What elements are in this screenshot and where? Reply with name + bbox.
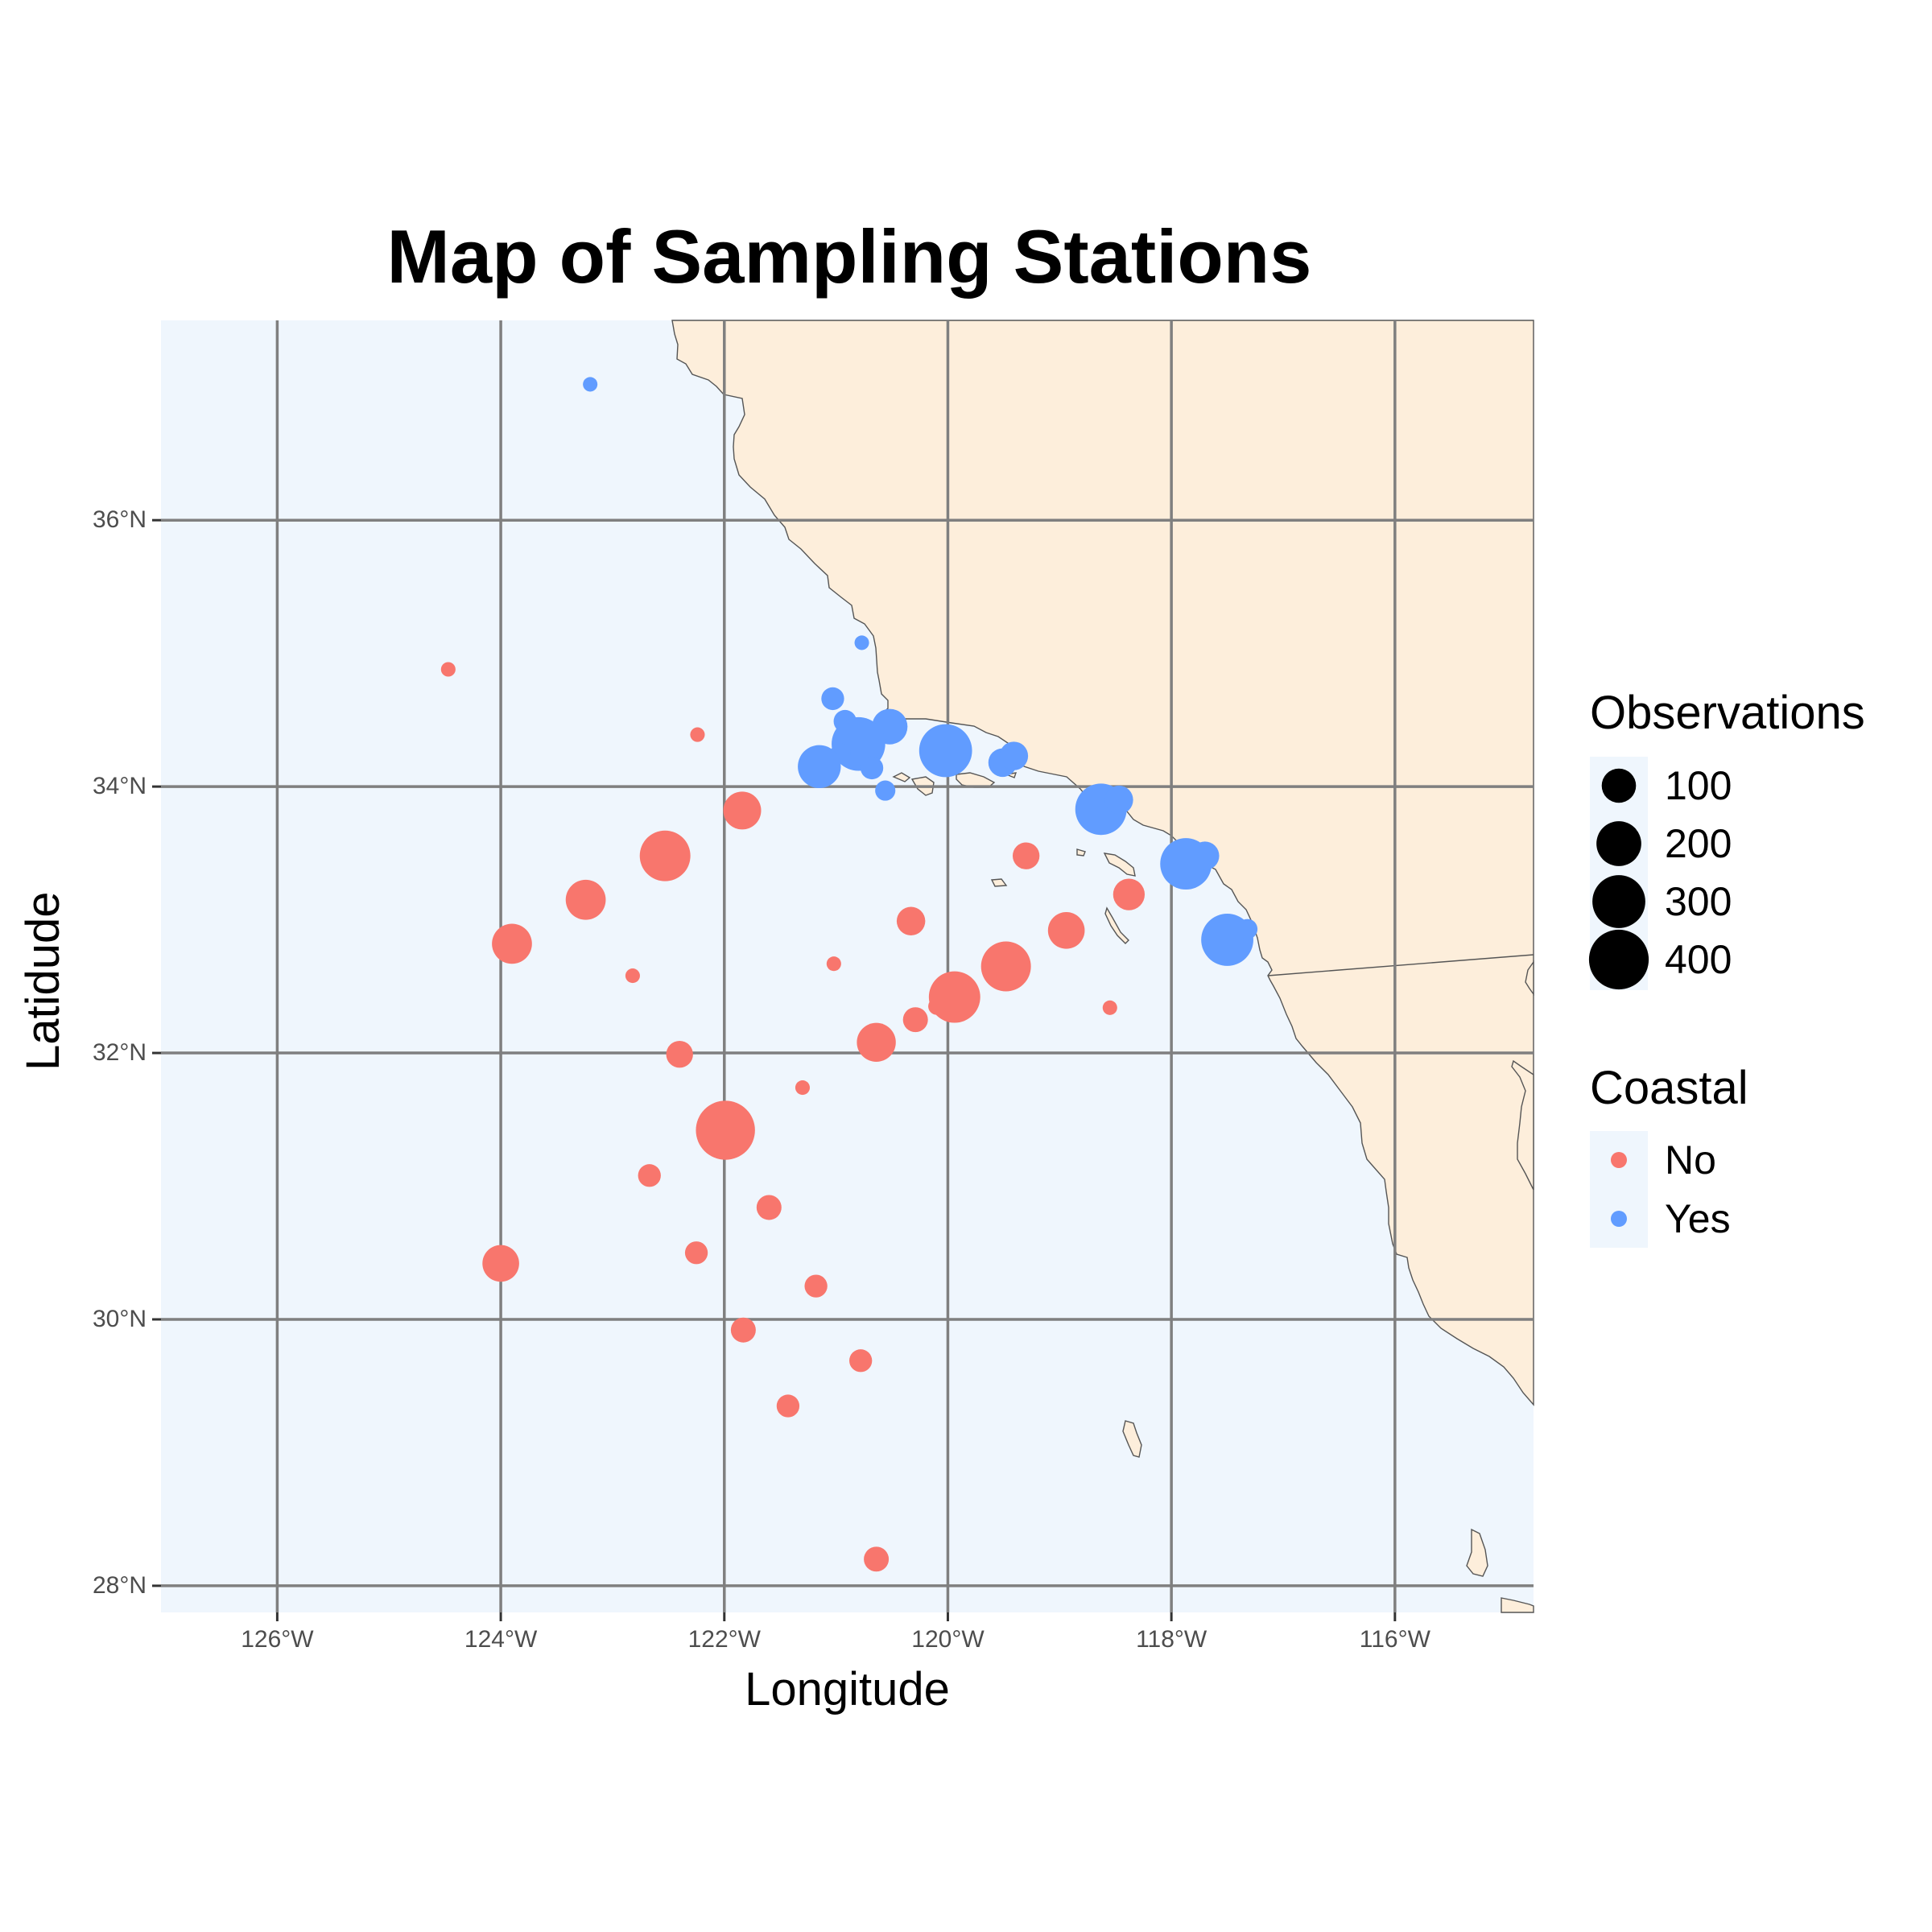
station-point-coastal (798, 745, 841, 789)
station-point-offshore (849, 1349, 873, 1373)
station-point-coastal (1104, 785, 1133, 815)
island-san-nicolas (1076, 848, 1086, 857)
legend-color-keys (1590, 1131, 1648, 1248)
station-point-offshore (1102, 1000, 1117, 1015)
x-tick-label: 122°W (687, 1626, 761, 1653)
station-point-coastal (1236, 919, 1258, 939)
x-tick-label: 124°W (464, 1626, 538, 1653)
legend-size-key (1588, 929, 1649, 990)
land-baja-east (1511, 960, 1534, 1191)
station-point-coastal (583, 377, 598, 392)
axis-tick-marks (152, 518, 1397, 1621)
station-point-offshore (1113, 878, 1146, 910)
station-point-offshore (776, 1394, 800, 1418)
station-point-offshore (625, 968, 640, 984)
station-point-offshore (639, 830, 691, 881)
x-tick-label: 120°W (911, 1626, 985, 1653)
legend-size-title: Observations (1590, 687, 1865, 739)
station-point-offshore (723, 791, 762, 830)
station-point-offshore (666, 1041, 693, 1068)
legend-size-label: 100 (1665, 763, 1732, 808)
station-point-offshore (795, 1080, 810, 1096)
station-point-offshore (756, 1195, 782, 1220)
station-point-offshore (804, 1274, 828, 1298)
y-tick-label: 30°N (92, 1305, 147, 1332)
station-point-offshore (864, 1546, 890, 1572)
station-point-offshore (638, 1164, 661, 1187)
station-point-offshore (690, 727, 705, 742)
legend-color-key-yes (1611, 1211, 1627, 1227)
station-point-offshore (826, 956, 841, 972)
legend-color-key-background (1590, 1131, 1648, 1248)
legend-size-key (1592, 875, 1645, 928)
island-san-miguel (892, 772, 911, 782)
station-point-coastal (860, 756, 884, 780)
legend-color-title: Coastal (1590, 1062, 1748, 1114)
y-tick-label: 28°N (92, 1571, 147, 1599)
plot-area (161, 320, 1534, 1613)
station-point-coastal (854, 635, 869, 650)
station-point-offshore (482, 1245, 519, 1282)
legend-size-key (1601, 768, 1637, 803)
grid-lines (161, 320, 1534, 1612)
island-santa-barbara (990, 878, 1008, 887)
station-point-offshore (902, 1007, 928, 1033)
legend-size-key (1596, 821, 1641, 866)
station-point-offshore (1012, 842, 1040, 869)
legend-size-label: 300 (1665, 879, 1732, 924)
chart-title: Map of Sampling Stations (386, 214, 1312, 299)
station-point-coastal (821, 687, 844, 711)
station-point-offshore (440, 662, 456, 677)
x-tick-label: 116°W (1359, 1626, 1430, 1653)
y-tick-label: 34°N (92, 773, 147, 800)
x-tick-label: 118°W (1136, 1626, 1208, 1653)
legend-size-label: 200 (1665, 821, 1732, 866)
legend-size-label: 400 (1665, 937, 1732, 982)
station-point-coastal (919, 724, 972, 778)
legend-color-label-no: No (1665, 1137, 1716, 1183)
land-baja-south (1501, 1597, 1534, 1613)
station-point-offshore (730, 1317, 756, 1343)
station-point-offshore (1047, 912, 1085, 949)
y-tick-label: 32°N (92, 1039, 147, 1067)
station-point-offshore (492, 923, 532, 964)
station-point-offshore (565, 879, 606, 920)
island-cedros (1466, 1528, 1488, 1577)
station-point-offshore (696, 1100, 755, 1160)
station-point-coastal (875, 780, 896, 801)
station-point-offshore (857, 1022, 896, 1063)
station-points (440, 377, 1258, 1572)
land-mainland (671, 320, 1534, 1406)
x-axis-label: Longitude (745, 1663, 950, 1715)
island-guadalupe (1122, 1420, 1142, 1458)
island-catalina (1103, 852, 1136, 877)
island-san-clemente (1104, 906, 1129, 944)
y-axis-label: Latidude (17, 891, 69, 1071)
station-point-coastal (1191, 841, 1220, 870)
y-tick-label: 36°N (92, 506, 147, 534)
us-mexico-border (1267, 954, 1534, 976)
legend-size-keys (1588, 757, 1649, 990)
x-tick-label: 126°W (241, 1626, 314, 1653)
station-point-coastal (999, 741, 1029, 770)
legend-color-key-no (1611, 1152, 1627, 1168)
station-point-offshore (896, 906, 926, 935)
station-point-offshore (684, 1241, 708, 1265)
legend-color-label-yes: Yes (1665, 1196, 1731, 1241)
station-point-offshore (928, 971, 980, 1023)
station-point-offshore (980, 941, 1031, 992)
